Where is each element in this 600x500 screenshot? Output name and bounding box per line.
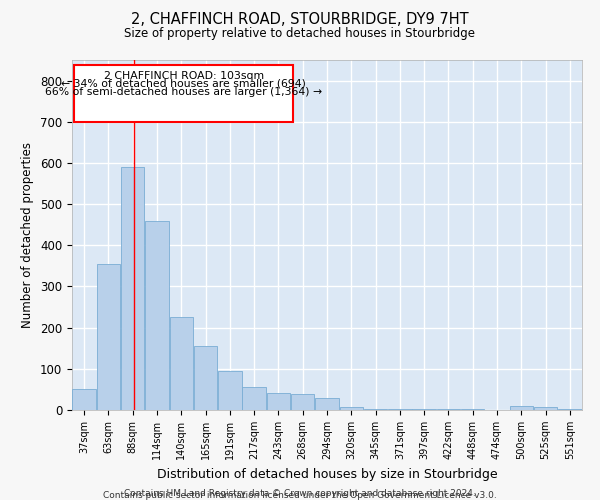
Bar xyxy=(437,409,460,410)
Text: Size of property relative to detached houses in Stourbridge: Size of property relative to detached ho… xyxy=(125,28,476,40)
Bar xyxy=(534,406,557,410)
Text: 66% of semi-detached houses are larger (1,364) →: 66% of semi-detached houses are larger (… xyxy=(45,87,322,97)
Bar xyxy=(340,406,363,410)
Bar xyxy=(364,409,388,410)
Text: Contains public sector information licensed under the Open Government Licence v3: Contains public sector information licen… xyxy=(103,491,497,500)
Bar xyxy=(412,409,436,410)
Bar xyxy=(461,409,484,410)
FancyBboxPatch shape xyxy=(74,65,293,122)
Bar xyxy=(194,346,217,410)
Bar xyxy=(315,398,339,410)
Bar xyxy=(170,318,193,410)
Bar xyxy=(73,390,96,410)
Bar xyxy=(242,388,266,410)
X-axis label: Distribution of detached houses by size in Stourbridge: Distribution of detached houses by size … xyxy=(157,468,497,480)
Bar xyxy=(218,371,242,410)
Bar xyxy=(509,406,533,410)
Text: 2 CHAFFINCH ROAD: 103sqm: 2 CHAFFINCH ROAD: 103sqm xyxy=(104,70,263,81)
Bar xyxy=(388,409,412,410)
Bar xyxy=(266,392,290,410)
Text: Contains HM Land Registry data © Crown copyright and database right 2024.: Contains HM Land Registry data © Crown c… xyxy=(124,488,476,498)
Bar xyxy=(558,409,581,410)
Y-axis label: Number of detached properties: Number of detached properties xyxy=(22,142,34,328)
Bar xyxy=(121,167,145,410)
Bar xyxy=(145,220,169,410)
Bar xyxy=(97,264,120,410)
Bar xyxy=(291,394,314,410)
Text: 2, CHAFFINCH ROAD, STOURBRIDGE, DY9 7HT: 2, CHAFFINCH ROAD, STOURBRIDGE, DY9 7HT xyxy=(131,12,469,28)
Text: ← 34% of detached houses are smaller (694): ← 34% of detached houses are smaller (69… xyxy=(61,78,306,88)
